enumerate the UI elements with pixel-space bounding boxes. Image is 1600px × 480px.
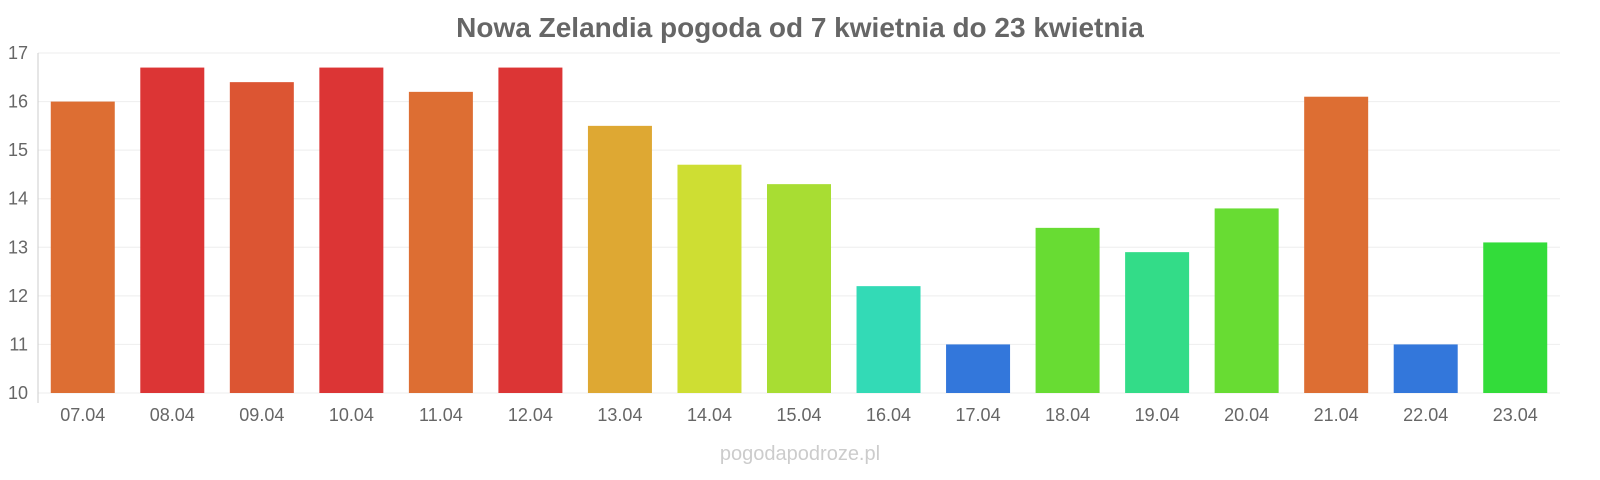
y-tick-label: 17 — [8, 43, 28, 63]
x-tick-label: 22.04 — [1403, 405, 1448, 425]
bar-23.04 — [1483, 242, 1548, 393]
y-tick-label: 11 — [9, 334, 28, 354]
bar-17.04 — [946, 344, 1011, 393]
watermark: pogodapodroze.pl — [720, 443, 880, 465]
bar-18.04 — [1035, 227, 1100, 393]
bar-09.04 — [229, 82, 294, 394]
bar-08.04 — [140, 67, 205, 394]
x-tick-label: 12.04 — [508, 405, 553, 425]
x-tick-label: 19.04 — [1135, 405, 1180, 425]
bar-13.04 — [587, 125, 652, 393]
bars — [50, 67, 1548, 394]
x-tick-label: 15.04 — [776, 405, 821, 425]
bar-22.04 — [1393, 344, 1458, 393]
x-tick-label: 10.04 — [329, 405, 374, 425]
bar-14.04 — [677, 164, 742, 393]
x-tick-label: 16.04 — [866, 405, 911, 425]
x-tick-label: 23.04 — [1493, 405, 1538, 425]
x-tick-label: 14.04 — [687, 405, 732, 425]
bar-19.04 — [1125, 252, 1190, 393]
bar-11.04 — [408, 91, 473, 393]
bar-20.04 — [1214, 208, 1279, 393]
x-tick-label: 08.04 — [150, 405, 195, 425]
bar-10.04 — [319, 67, 384, 394]
x-tick-label: 18.04 — [1045, 405, 1090, 425]
bar-21.04 — [1304, 96, 1369, 393]
x-tick-label: 20.04 — [1224, 405, 1269, 425]
x-tick-label: 09.04 — [239, 405, 284, 425]
bar-15.04 — [767, 184, 831, 393]
y-axis-ticks: 10 11 12 13 14 15 16 17 — [8, 43, 28, 403]
bar-12.04 — [498, 67, 563, 394]
bar-16.04 — [856, 286, 921, 393]
y-tick-label: 12 — [8, 286, 28, 306]
y-tick-label: 15 — [8, 140, 28, 160]
x-tick-label: 17.04 — [956, 405, 1001, 425]
x-tick-label: 13.04 — [597, 405, 642, 425]
x-tick-label: 21.04 — [1314, 405, 1359, 425]
x-axis-ticks: 07.04 08.04 09.04 10.04 11.04 12.04 13.04 14.04… — [60, 405, 1538, 425]
y-tick-label: 16 — [8, 92, 28, 112]
chart-title: Nowa Zelandia pogoda od 7 kwietnia do 23… — [456, 12, 1144, 43]
y-tick-label: 10 — [8, 383, 28, 403]
y-tick-label: 13 — [8, 237, 28, 257]
x-tick-label: 11.04 — [419, 405, 463, 425]
bar-07.04 — [50, 101, 115, 394]
x-tick-label: 07.04 — [60, 405, 105, 425]
y-tick-label: 14 — [8, 189, 28, 209]
